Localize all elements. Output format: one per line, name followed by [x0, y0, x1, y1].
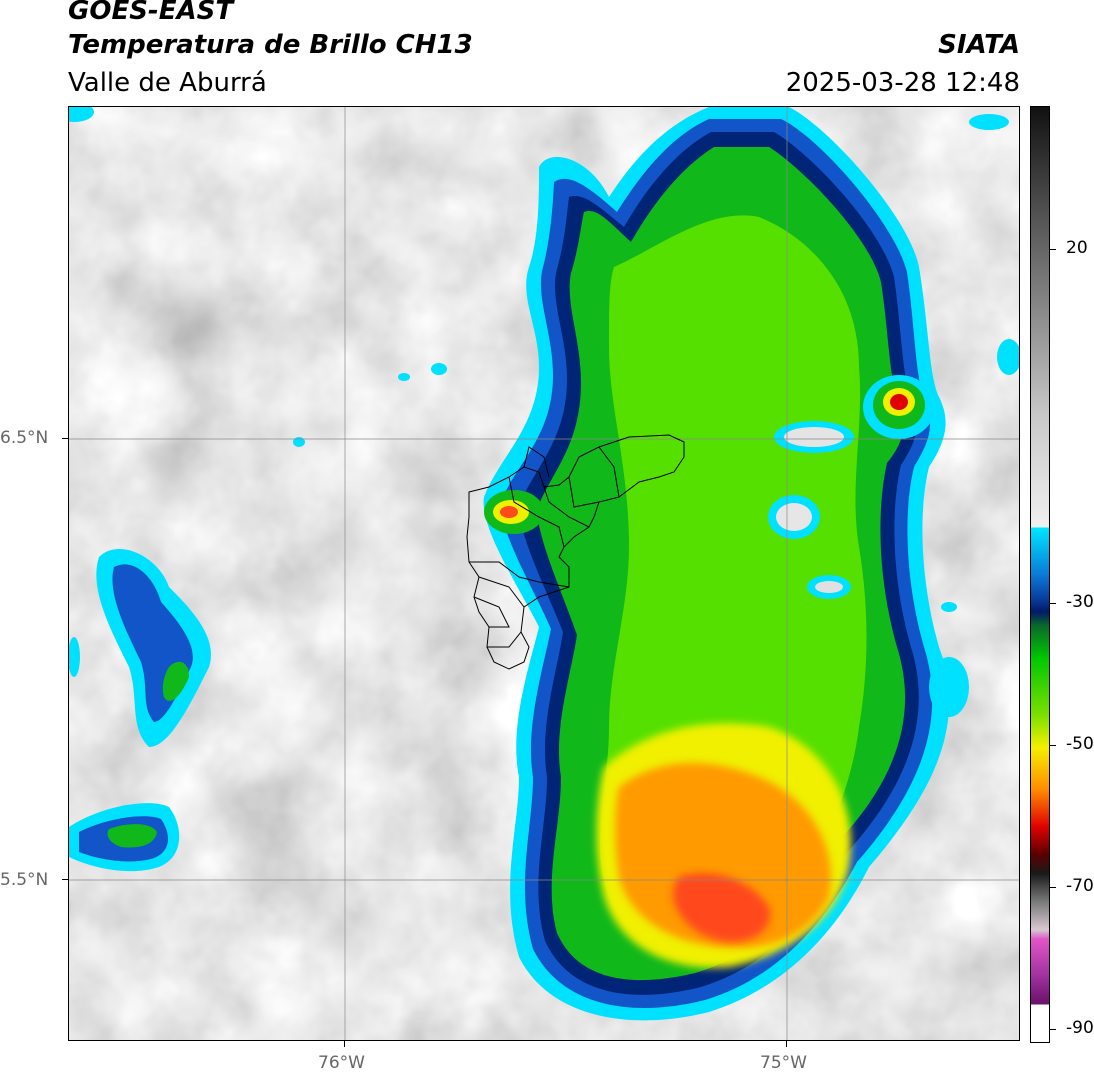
cbar-label-20: 20 [1066, 238, 1088, 258]
cbar-label-minus30: -30 [1066, 592, 1094, 612]
cbar-tick-minus50 [1050, 745, 1056, 746]
graticule [69, 107, 1019, 1040]
xtick-75 [786, 1041, 787, 1047]
cbar-tick-minus90 [1050, 1029, 1056, 1030]
western-cells [69, 548, 211, 872]
datetime-label: 2025-03-28 12:48 [785, 68, 1020, 98]
cbar-label-minus70: -70 [1066, 876, 1094, 896]
cbar-tick-minus30 [1050, 603, 1056, 604]
cbar-label-minus50: -50 [1066, 734, 1094, 754]
ytick-6.5 [62, 438, 68, 439]
storm-red-core [673, 873, 770, 942]
ytick-5.5 [62, 879, 68, 880]
colorbar [1030, 106, 1050, 1043]
lat-label-south: 5.5°N [0, 870, 49, 890]
satellite-map [68, 106, 1020, 1041]
storm-cloud-system [483, 107, 950, 1021]
scattered-specks [69, 107, 1019, 717]
lat-label-north: 6.5°N [0, 428, 49, 448]
valley-municipalities [466, 434, 685, 670]
product-title: Temperatura de Brillo CH13 [68, 30, 473, 60]
clear-pockets [768, 421, 854, 599]
cbar-tick-minus70 [1050, 887, 1056, 888]
valley-cell [484, 490, 544, 534]
map-canvas [69, 107, 1019, 1040]
organization-label: SIATA [938, 30, 1020, 60]
lon-label-east: 75°W [760, 1053, 807, 1073]
northeast-cell [863, 375, 935, 439]
storm-orange-core [615, 763, 831, 948]
satellite-title: GOES-EAST [68, 0, 234, 26]
cbar-tick-20 [1050, 249, 1056, 250]
xtick-76 [344, 1041, 345, 1047]
lon-label-west: 76°W [318, 1053, 365, 1073]
cbar-label-minus90: -90 [1066, 1018, 1094, 1038]
region-label: Valle de Aburrá [68, 68, 267, 98]
